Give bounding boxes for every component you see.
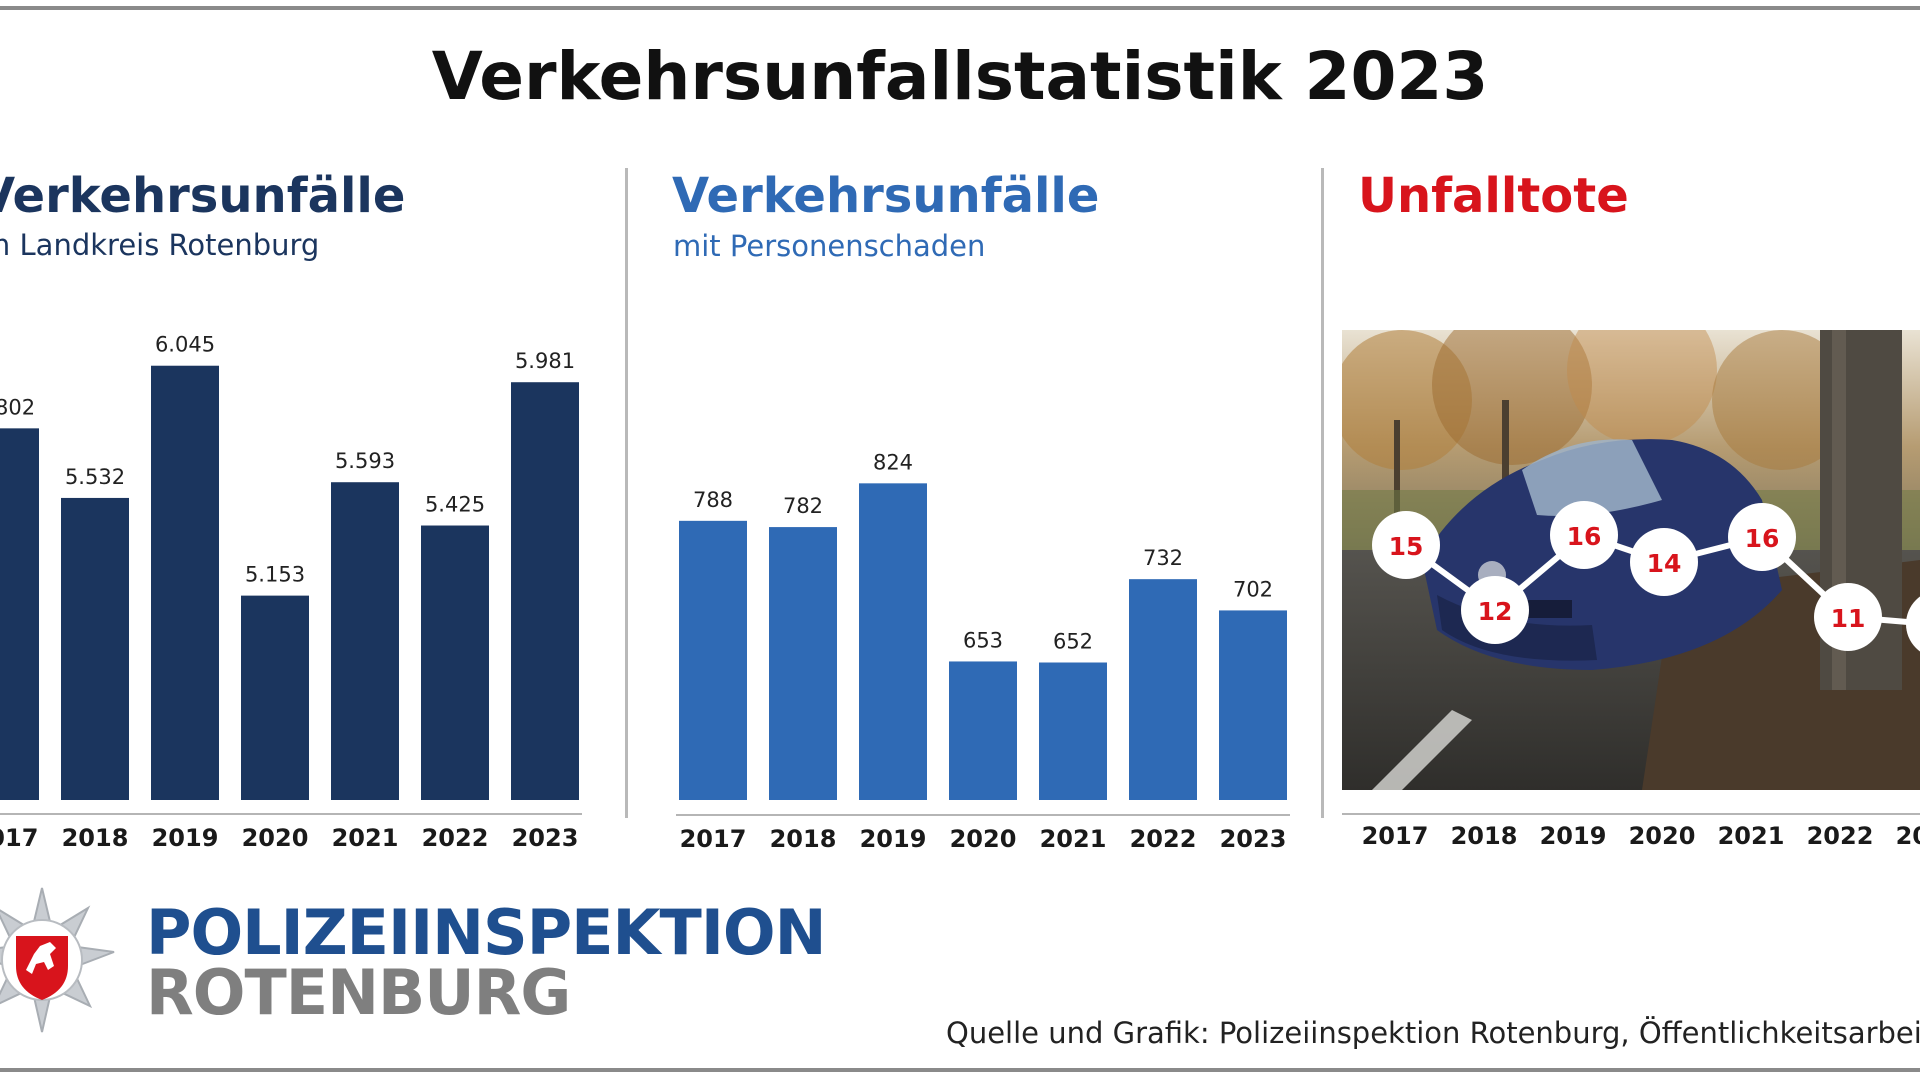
logo-line-2: ROTENBURG [146, 956, 571, 1029]
chart1-data-label-2018: 5.532 [65, 465, 125, 489]
chart1-tick-label-2017: 2017 [0, 824, 38, 852]
panel-1-subtitle: im Landkreis Rotenburg [0, 228, 320, 262]
chart1-data-label-2021: 5.593 [335, 449, 395, 473]
chart1-tick-label-2018: 2018 [62, 824, 129, 852]
main-title: Verkehrsunfallstatistik 2023 [431, 38, 1489, 115]
chart3-data-label-2022: 11 [1831, 604, 1866, 633]
chart3-point-2018 [1461, 576, 1529, 644]
chart2-tick-label-2020: 2020 [950, 825, 1017, 853]
bottom-border [0, 1068, 1920, 1072]
chart1-bar-2019 [151, 365, 219, 800]
chart3-tick-label-2023: 2023 [1896, 822, 1920, 850]
chart1-tick-label-2021: 2021 [332, 824, 399, 852]
chart1-bar-2021 [331, 482, 399, 800]
chart3-data-label-2017: 15 [1389, 532, 1424, 561]
chart1-data-label-2022: 5.425 [425, 493, 485, 517]
chart3-point-2020 [1630, 528, 1698, 596]
chart2-data-label-2022: 732 [1143, 546, 1183, 570]
chart3-tick-label-2022: 2022 [1807, 822, 1874, 850]
chart3-point-2017 [1372, 511, 1440, 579]
chart2-bar-2018 [769, 527, 837, 800]
chart2-tick-label-2017: 2017 [680, 825, 747, 853]
chart1-bar-2020 [241, 595, 309, 800]
chart3-data-label-2019: 16 [1567, 522, 1602, 551]
divider-left [625, 168, 628, 818]
chart3-tick-label-2021: 2021 [1718, 822, 1785, 850]
chart3-data-label-2021: 16 [1745, 524, 1780, 553]
chart1-tick-label-2022: 2022 [422, 824, 489, 852]
chart2-tick-label-2019: 2019 [860, 825, 927, 853]
chart1-bar-2022 [421, 525, 489, 800]
panel-2-title: Verkehrsunfälle [672, 168, 1100, 224]
chart2-bar-2023 [1219, 610, 1287, 800]
top-border [0, 6, 1920, 10]
chart2-tick-label-2023: 2023 [1220, 825, 1287, 853]
chart3-point-2023 [1906, 596, 1920, 652]
chart2-data-label-2021: 652 [1053, 630, 1093, 654]
chart3-data-label-2020: 14 [1647, 549, 1682, 578]
chart1-bar-2017 [0, 428, 39, 800]
chart2-bar-2019 [859, 483, 927, 800]
panel-2-subtitle: mit Personenschaden [673, 229, 986, 263]
source-note: Quelle und Grafik: Polizeiinspektion Rot… [946, 1016, 1920, 1050]
chart3-tick-label-2017: 2017 [1362, 822, 1429, 850]
chart1-tick-label-2020: 2020 [242, 824, 309, 852]
crash-photo [1342, 330, 1920, 790]
chart1-tick-label-2023: 2023 [512, 824, 579, 852]
chart2-bar-2022 [1129, 579, 1197, 800]
chart2-data-label-2023: 702 [1233, 577, 1273, 601]
chart2-bar-2017 [679, 520, 747, 800]
divider-right [1321, 168, 1324, 818]
logo-line-1: POLIZEIINSPEKTION [146, 896, 827, 969]
chart2-data-label-2019: 824 [873, 450, 913, 474]
chart2-bar-2021 [1039, 662, 1107, 800]
police-star-logo-icon [0, 887, 115, 1033]
chart1-tick-label-2019: 2019 [152, 824, 219, 852]
chart2-data-label-2020: 653 [963, 628, 1003, 652]
chart2-bar-2020 [949, 661, 1017, 800]
chart2-data-label-2018: 782 [783, 494, 823, 518]
chart1-data-label-2017: 5.802 [0, 395, 35, 419]
chart1-bar-2018 [61, 497, 129, 800]
chart2-tick-label-2022: 2022 [1130, 825, 1197, 853]
chart2-tick-label-2021: 2021 [1040, 825, 1107, 853]
panel-1-title: Verkehrsunfälle [0, 168, 406, 224]
panel-3-title: Unfalltote [1358, 168, 1629, 224]
chart1-data-label-2019: 6.045 [155, 333, 215, 357]
chart3-data-label-2018: 12 [1478, 597, 1513, 626]
chart1-data-label-2020: 5.153 [245, 563, 305, 587]
chart3-tick-label-2020: 2020 [1629, 822, 1696, 850]
chart2-data-label-2017: 788 [693, 488, 733, 512]
chart3-tick-label-2018: 2018 [1451, 822, 1518, 850]
chart1-data-label-2023: 5.981 [515, 349, 575, 373]
chart2-tick-label-2018: 2018 [770, 825, 837, 853]
chart3-tick-label-2019: 2019 [1540, 822, 1607, 850]
chart1-bar-2023 [511, 382, 579, 800]
chart3-point-2019 [1550, 501, 1618, 569]
chart3-point-2022 [1814, 583, 1882, 651]
chart3-point-2021 [1728, 503, 1796, 571]
